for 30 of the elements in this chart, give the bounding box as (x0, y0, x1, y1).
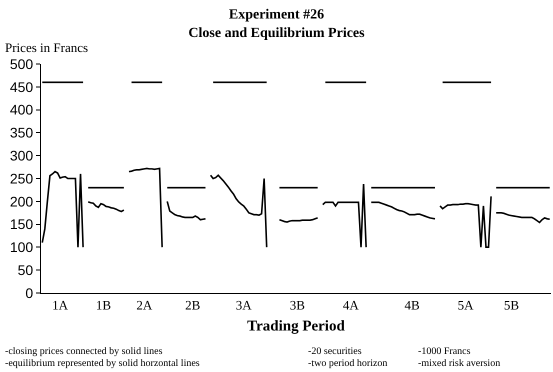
x-tick-label: 3A (236, 298, 252, 313)
y-axis-title: Prices in Francs (5, 40, 88, 55)
x-tick-label: 1B (96, 298, 112, 313)
text: -1000 Francs (418, 346, 471, 357)
x-axis-title: Trading Period (247, 318, 346, 335)
y-tick-label: 500 (10, 56, 34, 72)
x-tick-label: 5A (458, 298, 474, 313)
x-tick-label: 2A (136, 298, 153, 313)
y-tick-label: 50 (18, 262, 34, 278)
y-tick-label: 200 (10, 193, 34, 210)
text: -closing prices connected by solid lines (5, 346, 163, 357)
text: -mixed risk aversion (418, 358, 500, 369)
y-tick-label: 450 (10, 78, 34, 95)
chart-title: Experiment #26 Close and Equilibrium Prices (188, 8, 366, 41)
text: -equilibrium represented by solid horzontal lines (5, 358, 200, 369)
y-tick-label: 300 (10, 148, 34, 164)
x-tick-label: 3B (290, 298, 306, 313)
text: -two period horizon (308, 358, 388, 369)
y-tick-label: 0 (25, 284, 34, 301)
y-tick-label: 350 (10, 124, 34, 141)
text: -20 securities (308, 346, 362, 357)
y-tick-label: 150 (10, 216, 34, 232)
x-tick-label: 4B (404, 298, 420, 313)
x-tick-label: 4A (342, 298, 360, 313)
x-tick-label: 1A (52, 298, 69, 313)
y-tick-label: 100 (10, 239, 34, 256)
x-tick-label: 5B (504, 298, 520, 313)
y-tick-label: 250 (10, 170, 34, 186)
y-tick-label: 400 (10, 102, 34, 118)
x-tick-label: 2B (185, 298, 201, 313)
